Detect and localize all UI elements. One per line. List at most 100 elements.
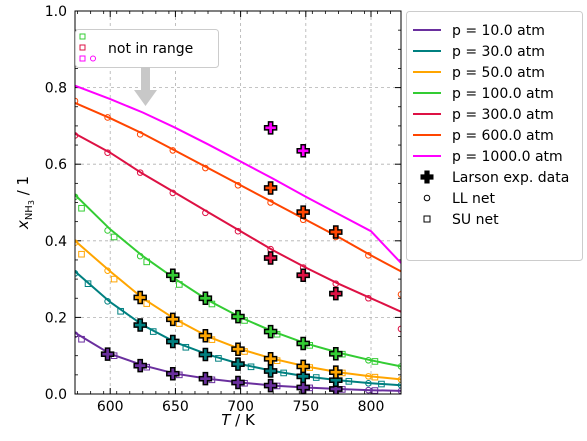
ll-point [234, 227, 242, 235]
ll-point [397, 325, 401, 333]
larson-point [231, 357, 245, 371]
plot-frame [74, 10, 402, 395]
su-point [117, 307, 124, 315]
ll-point [365, 252, 372, 259]
su-point [371, 373, 379, 381]
ll-point [75, 193, 79, 201]
x-tick-label: 600 [97, 399, 124, 415]
su-point [110, 275, 118, 283]
legend-ll-label: LL net [452, 191, 496, 207]
su-point [78, 250, 85, 258]
larson-point [166, 334, 180, 349]
ll-point [234, 181, 242, 189]
annotation-marker-square [79, 44, 86, 51]
larson-point [166, 268, 180, 283]
su-point [247, 363, 255, 371]
annotation-arrow [134, 67, 157, 106]
su-point [78, 204, 85, 212]
larson-point [329, 225, 343, 239]
legend-box [406, 11, 583, 261]
legend-larson-label: Larson exp. data [452, 170, 569, 186]
legend-label: p = 1000.0 atm [452, 149, 563, 165]
legend-su-label: SU net [452, 212, 499, 228]
ll-point [397, 363, 401, 370]
ll-point [104, 114, 111, 121]
larson-point [198, 291, 213, 305]
ll-point [397, 387, 401, 394]
su-point [143, 300, 151, 307]
larson-point [133, 358, 147, 373]
ll-point [75, 331, 79, 338]
su-point [371, 387, 379, 394]
larson-point [198, 371, 213, 386]
annotation-marker-circle [90, 55, 96, 62]
larson-point [231, 375, 245, 390]
larson-point [296, 144, 310, 158]
larson-point [198, 329, 213, 343]
plot-area: 600 650 700 750 800 0.0 0.2 0.4 0.6 0.8 1.0 T / K xN… [14, 4, 402, 429]
ll-point [365, 386, 372, 394]
legend: p = 10.0 atm p = 30.0 atm p = 50.0 atm p = … [406, 11, 583, 261]
ll-point [75, 270, 79, 277]
ll-point [365, 294, 372, 302]
su-point [378, 380, 385, 388]
legend-ll-marker [423, 194, 431, 202]
ll-point [136, 169, 144, 176]
x-tick-label: 750 [292, 399, 319, 415]
ll-point [136, 252, 144, 260]
su-point [143, 258, 151, 266]
annotation-marker-square [79, 55, 86, 62]
larson-point [263, 251, 278, 265]
su-point [208, 300, 216, 308]
y-tick-label: 0.8 [45, 81, 67, 97]
ll-point [332, 280, 340, 287]
ll-point [75, 132, 79, 139]
ll-point [365, 373, 372, 380]
x-tick-label: 700 [227, 399, 254, 415]
ll-point [169, 147, 177, 154]
larson-point [133, 290, 147, 305]
ll-point [365, 356, 372, 364]
larson-point [231, 309, 245, 324]
ll-point [104, 227, 111, 234]
ll-point [136, 131, 144, 138]
larson-point [263, 364, 278, 378]
x-axis-title: T / K [221, 411, 256, 429]
y-tick-label: 0.4 [45, 234, 67, 250]
larson-point [263, 181, 278, 195]
larson-point [329, 347, 343, 361]
ll-point [104, 149, 111, 157]
series-group [75, 84, 401, 394]
larson-point [296, 268, 310, 283]
larson-point [296, 336, 310, 351]
su-point [215, 355, 222, 362]
ll-point [75, 239, 79, 247]
legend-label: p = 100.0 atm [452, 86, 554, 102]
larson-point [263, 378, 278, 393]
annotation-text: not in range [108, 41, 193, 57]
larson-point [296, 380, 310, 394]
y-axis-title: xNH3 / 1 [14, 176, 36, 230]
y-tick-label: 0.6 [45, 157, 67, 173]
legend-label: p = 600.0 atm [452, 128, 554, 144]
su-point [149, 328, 157, 335]
legend-label: p = 10.0 atm [452, 23, 545, 39]
series-line [75, 84, 401, 264]
series-line [75, 101, 401, 273]
legend-label: p = 300.0 atm [452, 107, 554, 123]
ll-point [397, 291, 401, 298]
larson-point [296, 369, 310, 384]
larson-point [166, 366, 180, 381]
su-point [78, 335, 85, 343]
y-tick-label: 1.0 [45, 4, 67, 20]
legend-su-marker [423, 215, 431, 223]
legend-label: p = 50.0 atm [452, 65, 545, 81]
ll-point [397, 381, 401, 389]
ll-point [202, 164, 209, 172]
larson-point [100, 347, 115, 361]
larson-point [263, 324, 278, 339]
larson-point [296, 359, 310, 374]
larson-point [166, 312, 180, 327]
larson-point [329, 365, 343, 379]
